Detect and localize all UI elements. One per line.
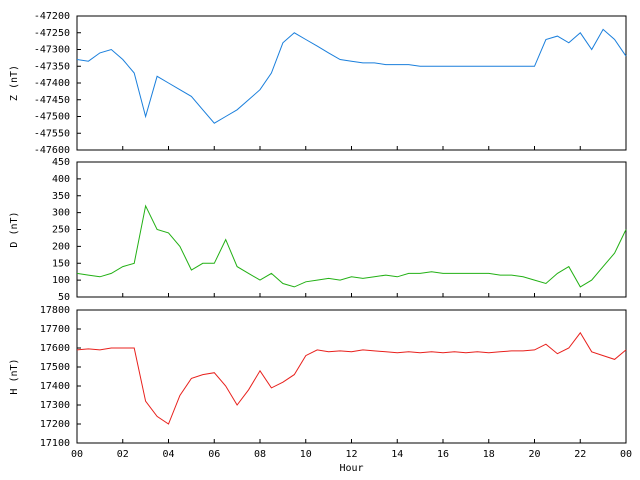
x-tick-label: 04 — [162, 449, 174, 460]
x-tick-label: 14 — [391, 449, 403, 460]
y-tick-label: 17200 — [40, 419, 70, 430]
x-tick-label: 18 — [483, 449, 495, 460]
y-tick-label: -47300 — [34, 45, 70, 56]
x-tick-label: 16 — [437, 449, 449, 460]
y-tick-label: 50 — [58, 292, 70, 303]
y-tick-label: 17100 — [40, 438, 70, 449]
y-tick-label: -47250 — [34, 28, 70, 39]
x-tick-label: 10 — [300, 449, 312, 460]
x-tick-label: 08 — [254, 449, 266, 460]
x-tick-label: 00 — [620, 449, 632, 460]
y-tick-label: 17500 — [40, 362, 70, 373]
y-tick-label: -47350 — [34, 61, 70, 72]
y-tick-label: -47600 — [34, 145, 70, 156]
y-tick-label: 350 — [52, 191, 70, 202]
y-tick-label: 250 — [52, 225, 70, 236]
y-axis-label: D (nT) — [9, 211, 20, 247]
data-line — [76, 331, 627, 425]
x-axis-label: Hour — [339, 463, 363, 474]
y-tick-label: -47500 — [34, 112, 70, 123]
x-tick-label: 12 — [345, 449, 357, 460]
y-tick-label: 100 — [52, 275, 70, 286]
y-tick-label: 300 — [52, 208, 70, 219]
y-axis-label: Z (nT) — [9, 65, 20, 101]
x-tick-label: 22 — [574, 449, 586, 460]
y-tick-label: -47450 — [34, 95, 70, 106]
y-tick-label: 450 — [52, 157, 70, 168]
x-tick-label: 02 — [117, 449, 129, 460]
y-tick-label: 17700 — [40, 324, 70, 335]
x-tick-label: 00 — [71, 449, 83, 460]
y-tick-label: -47400 — [34, 78, 70, 89]
x-tick-label: 06 — [208, 449, 220, 460]
y-tick-label: 17800 — [40, 305, 70, 316]
x-tick-label: 20 — [528, 449, 540, 460]
y-tick-label: 17600 — [40, 343, 70, 354]
y-tick-label: 200 — [52, 241, 70, 252]
y-tick-label: 150 — [52, 258, 70, 269]
y-tick-label: 17400 — [40, 381, 70, 392]
plot-frame — [76, 15, 627, 151]
y-tick-label: -47200 — [34, 11, 70, 22]
y-tick-label: 400 — [52, 174, 70, 185]
data-line — [76, 204, 627, 288]
plot-frame — [76, 309, 627, 444]
y-tick-label: 17300 — [40, 400, 70, 411]
data-line — [76, 28, 627, 124]
y-axis-label: H (nT) — [9, 358, 20, 394]
y-tick-label: -47550 — [34, 128, 70, 139]
